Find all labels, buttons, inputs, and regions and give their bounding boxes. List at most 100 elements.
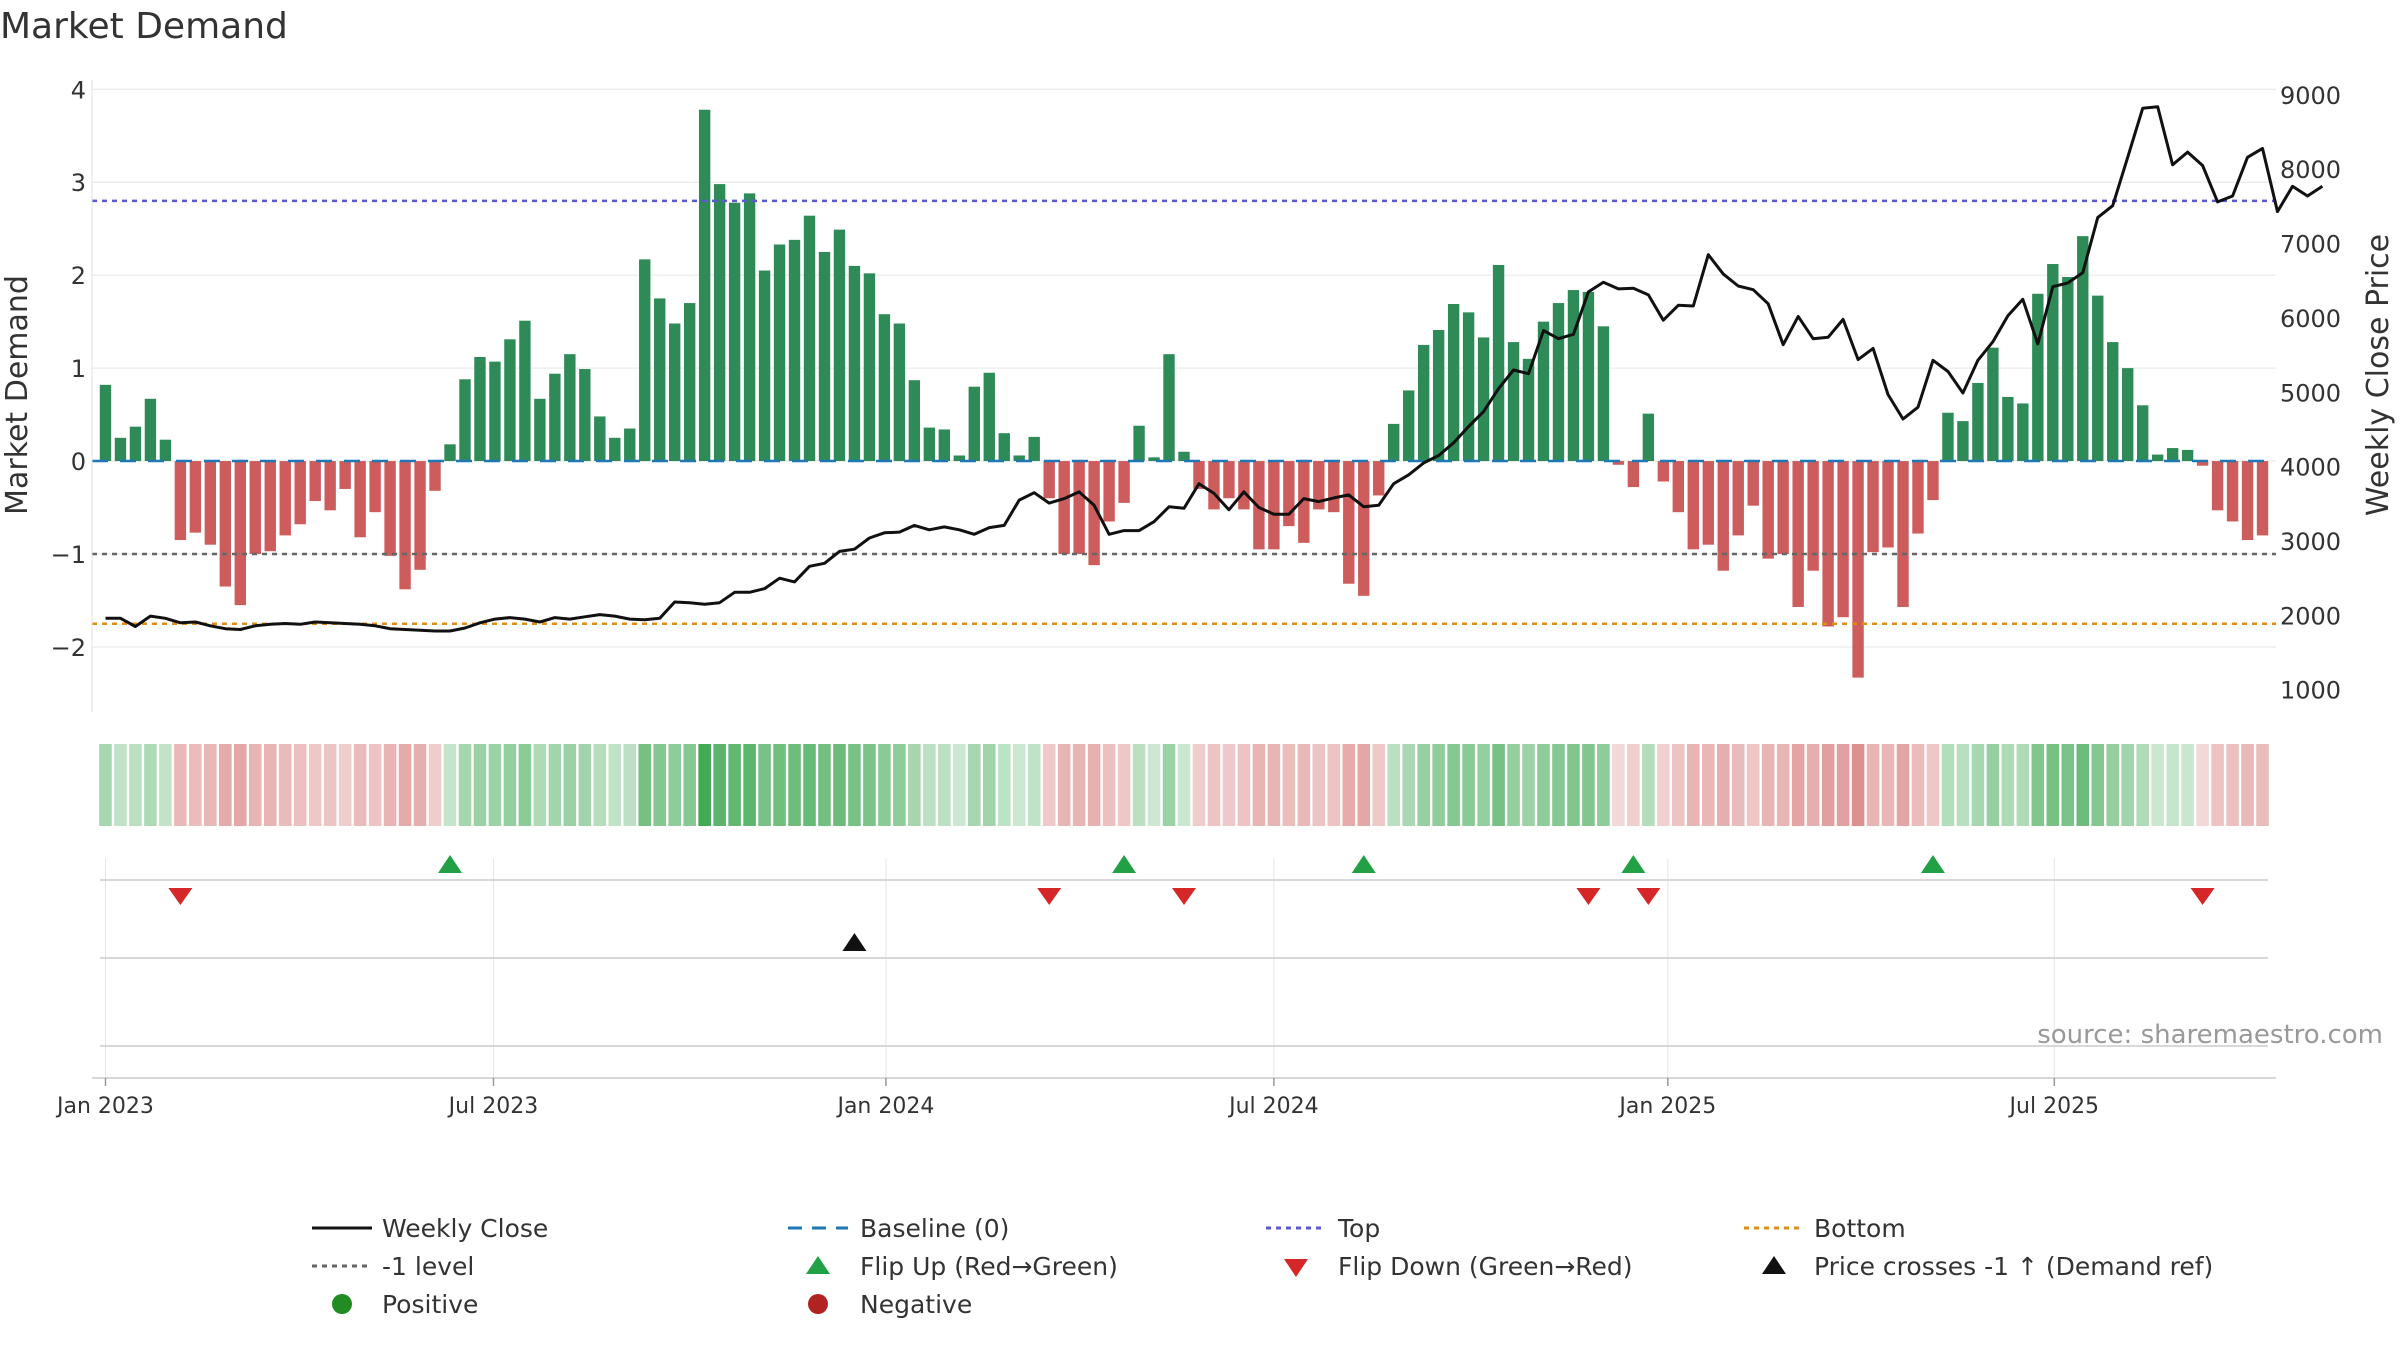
heat-cell — [1312, 744, 1326, 826]
demand-bar-negative — [1358, 461, 1370, 596]
axes: 4 3 2 1 0 −1 −2 9000 8000 7000 6000 5000 4000 3000 200… — [51, 76, 2341, 712]
heat-cell — [1042, 744, 1056, 826]
heat-cell — [2241, 744, 2254, 826]
heat-cell — [2061, 744, 2075, 826]
demand-bar-negative — [1043, 461, 1055, 499]
heat-cell — [623, 744, 637, 826]
demand-bar-positive — [2181, 449, 2194, 462]
demand-bar-positive — [908, 380, 921, 462]
heat-cell — [428, 744, 442, 826]
heat-cell — [1956, 744, 1970, 826]
demand-bar-negative — [234, 461, 246, 606]
date-tick-label: Jul 2024 — [1227, 1094, 1319, 1119]
demand-bar-negative — [294, 461, 306, 525]
legend-flip-down: Flip Down (Green→Red) — [1284, 1252, 1633, 1281]
demand-bar-positive — [504, 339, 516, 462]
heat-cell — [1716, 744, 1730, 826]
svg-text:Flip Down (Green→Red): Flip Down (Green→Red) — [1338, 1252, 1633, 1281]
demand-bar-negative — [309, 461, 321, 502]
heat-cell — [1836, 744, 1850, 826]
legend-price-cross: Price crosses -1 ↑ (Demand ref) — [1762, 1252, 2213, 1281]
heat-cell — [1447, 744, 1460, 826]
demand-bar-positive — [983, 372, 995, 462]
demand-bar-positive — [713, 184, 726, 462]
heat-cell — [728, 744, 741, 826]
right-tick-label: 6000 — [2280, 305, 2341, 333]
demand-bar-negative — [1897, 461, 1909, 607]
demand-bar-negative — [1313, 461, 1325, 510]
demand-bar-negative — [1672, 461, 1685, 513]
demand-bar-negative — [1283, 461, 1295, 527]
legend: Weekly Close Baseline (0) Top Bottom -1 … — [312, 1214, 2213, 1319]
heat-cell — [997, 744, 1011, 826]
heat-cell — [1687, 744, 1700, 826]
right-tick-label: 3000 — [2280, 528, 2341, 556]
heat-cell — [833, 744, 846, 826]
heat-cell — [383, 744, 397, 826]
heat-cell — [1896, 744, 1910, 826]
heat-cell — [2226, 744, 2239, 826]
price-cross-marker — [842, 933, 867, 951]
heat-cell — [1282, 744, 1296, 826]
heat-cell — [1177, 744, 1191, 826]
heat-cell — [2016, 744, 2030, 826]
heat-cell — [1911, 744, 1925, 826]
demand-bar-negative — [1882, 461, 1894, 548]
demand-bar-positive — [639, 259, 651, 462]
heat-cell — [1147, 744, 1161, 826]
heat-cell — [683, 744, 696, 826]
demand-bar-positive — [2077, 236, 2089, 462]
demand-bar-negative — [1837, 461, 1849, 618]
heat-cell — [518, 744, 532, 826]
heat-cell — [863, 744, 876, 826]
heat-cell — [1567, 744, 1580, 826]
demand-bar-negative — [1298, 461, 1310, 543]
heat-cell — [129, 744, 142, 826]
heat-cell — [1327, 744, 1341, 826]
demand-bar-positive — [1552, 303, 1565, 462]
demand-bar-negative — [399, 461, 411, 590]
heat-cell — [563, 744, 577, 826]
demand-bar-negative — [1088, 461, 1100, 566]
demand-bar-positive — [698, 109, 711, 462]
demand-bar-positive — [1957, 421, 1969, 462]
right-tick-label: 5000 — [2280, 379, 2341, 407]
demand-bar-positive — [549, 373, 561, 462]
demand-bar-positive — [773, 244, 786, 462]
demand-bar-positive — [444, 444, 456, 462]
heat-cell — [773, 744, 786, 826]
heat-cell — [1866, 744, 1880, 826]
heat-cell — [533, 744, 547, 826]
svg-text:Negative: Negative — [860, 1290, 972, 1319]
right-tick-label: 9000 — [2280, 82, 2341, 110]
demand-bar-positive — [1477, 337, 1490, 462]
heat-cell — [144, 744, 157, 826]
heat-cell — [2166, 744, 2179, 826]
legend-flip-up: Flip Up (Red→Green) — [806, 1252, 1118, 1281]
heat-cell — [982, 744, 996, 826]
demand-bar-negative — [324, 461, 336, 511]
demand-bar-negative — [219, 461, 232, 587]
heat-cell — [99, 744, 112, 826]
demand-bar-positive — [1522, 358, 1535, 462]
heat-cell — [2076, 744, 2090, 826]
heat-cell — [2151, 744, 2164, 826]
flip-up-marker — [1351, 855, 1376, 873]
heat-cell — [1701, 744, 1715, 826]
demand-bar-positive — [99, 384, 112, 462]
demand-bar-positive — [2062, 277, 2074, 462]
price-series — [105, 105, 2324, 633]
heat-cell — [803, 744, 816, 826]
demand-bar-positive — [474, 356, 486, 462]
heat-cell — [1132, 744, 1146, 826]
triangle-up-icon — [806, 1256, 830, 1274]
right-tick-label: 7000 — [2280, 231, 2341, 259]
demand-bar-positive — [938, 429, 951, 462]
chart-title: Market Demand — [0, 6, 288, 47]
demand-bar-negative — [1268, 461, 1280, 550]
demand-bar-positive — [878, 314, 891, 462]
demand-bar-negative — [1627, 461, 1640, 488]
demand-bar-positive — [594, 416, 606, 462]
heat-cell — [2211, 744, 2224, 826]
legend-minus1-level: -1 level — [312, 1252, 474, 1281]
